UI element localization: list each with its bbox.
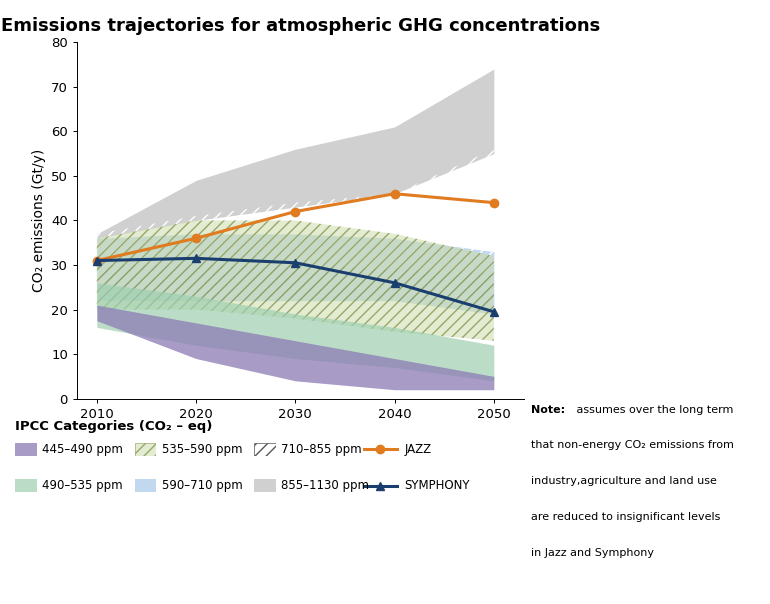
Text: assumes over the long term: assumes over the long term [573, 405, 733, 415]
Text: JAZZ: JAZZ [404, 443, 431, 456]
Text: IPCC Categories (CO₂ – eq): IPCC Categories (CO₂ – eq) [15, 420, 213, 433]
Text: 710–855 ppm: 710–855 ppm [281, 443, 362, 456]
Text: 590–710 ppm: 590–710 ppm [162, 479, 243, 492]
Text: industry,agriculture and land use: industry,agriculture and land use [531, 476, 717, 486]
Text: are reduced to insignificant levels: are reduced to insignificant levels [531, 512, 721, 522]
Y-axis label: CO₂ emissions (Gt/y): CO₂ emissions (Gt/y) [32, 149, 45, 292]
Text: 490–535 ppm: 490–535 ppm [42, 479, 123, 492]
Text: Note:: Note: [531, 405, 565, 415]
Text: in Jazz and Symphony: in Jazz and Symphony [531, 548, 654, 557]
Text: that non-energy CO₂ emissions from: that non-energy CO₂ emissions from [531, 440, 734, 451]
Text: 855–1130 ppm: 855–1130 ppm [281, 479, 369, 492]
Text: 445–490 ppm: 445–490 ppm [42, 443, 123, 456]
Text: SYMPHONY: SYMPHONY [404, 479, 470, 492]
Text: 535–590 ppm: 535–590 ppm [162, 443, 243, 456]
Text: Emissions trajectories for atmospheric GHG concentrations: Emissions trajectories for atmospheric G… [1, 17, 601, 35]
